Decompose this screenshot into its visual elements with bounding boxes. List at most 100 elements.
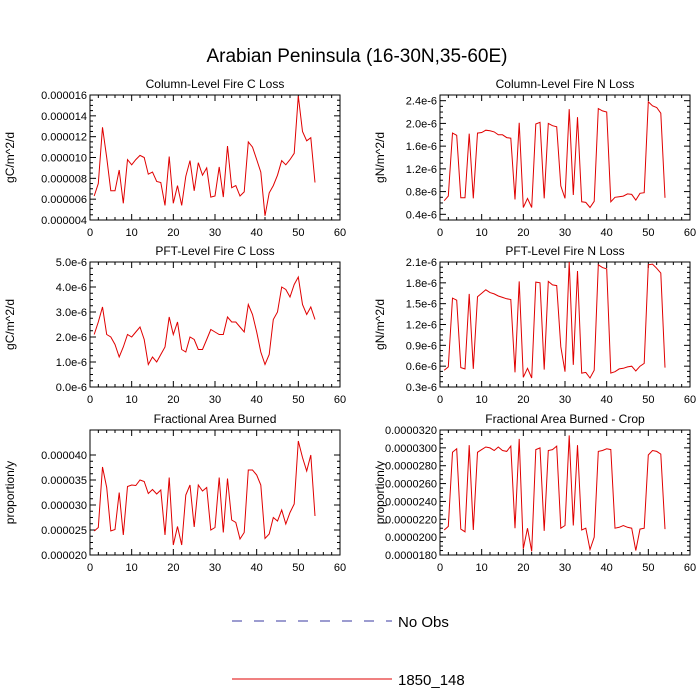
y-tick-label: 2.0e-6 bbox=[56, 332, 87, 344]
y-tick-label: 0.3e-6 bbox=[406, 382, 437, 394]
y-tick-label: 0.0e-6 bbox=[56, 382, 87, 394]
x-tick-label: 40 bbox=[251, 394, 263, 406]
panel-6: Fractional Area Burned - Crop proportion/… bbox=[373, 412, 696, 574]
y-tick-label: 0.0000200 bbox=[385, 532, 437, 544]
y-tick-label: 2.1e-6 bbox=[406, 257, 437, 269]
panel-frame bbox=[89, 261, 341, 388]
y-tick-label: 0.000025 bbox=[41, 525, 87, 537]
panel-2: Column-Level Fire N Loss gN/m^2/d 0 10 20 30 4… bbox=[373, 77, 696, 239]
x-tick-label: 0 bbox=[87, 227, 93, 239]
x-tick-label: 50 bbox=[292, 562, 304, 574]
y-axis-label: gN/m^2/d bbox=[373, 299, 387, 350]
panel-frame bbox=[89, 94, 341, 221]
x-tick-label: 20 bbox=[517, 227, 529, 239]
legend: No Obs 1850_148 bbox=[232, 614, 465, 689]
x-tick-label: 60 bbox=[684, 394, 696, 406]
x-tick-label: 0 bbox=[437, 562, 443, 574]
x-tick-label: 60 bbox=[334, 394, 346, 406]
y-tick-label: 0.000016 bbox=[41, 90, 87, 102]
y-tick-label: 0.0000320 bbox=[385, 425, 437, 437]
y-tick-label: 2.0e-6 bbox=[406, 118, 437, 130]
y-tick-label: 0.9e-6 bbox=[406, 340, 437, 352]
panel-frame bbox=[439, 94, 691, 221]
x-tick-label: 10 bbox=[126, 227, 138, 239]
y-tick-label: 0.4e-6 bbox=[406, 209, 437, 221]
x-tick-label: 40 bbox=[601, 227, 613, 239]
y-tick-label: 0.0000300 bbox=[385, 443, 437, 455]
x-tick-label: 40 bbox=[601, 562, 613, 574]
y-tick-label: 0.000006 bbox=[41, 194, 87, 206]
x-tick-label: 20 bbox=[167, 227, 179, 239]
x-tick-label: 40 bbox=[251, 227, 263, 239]
x-tick-label: 60 bbox=[684, 227, 696, 239]
y-axis-label: gC/m^2/d bbox=[3, 299, 17, 350]
x-tick-label: 20 bbox=[517, 562, 529, 574]
y-axis-label: gC/m^2/d bbox=[3, 132, 17, 183]
y-axis-label: proportion/y bbox=[3, 461, 17, 524]
panel-title: Fractional Area Burned bbox=[154, 412, 277, 426]
x-tick-label: 50 bbox=[642, 227, 654, 239]
panel-4: PFT-Level Fire N Loss gN/m^2/d 0 10 20 30 40 50… bbox=[373, 244, 696, 406]
y-tick-label: 0.000012 bbox=[41, 132, 87, 144]
x-tick-label: 0 bbox=[437, 227, 443, 239]
series-line bbox=[443, 261, 666, 379]
panel-frame bbox=[89, 429, 341, 556]
x-tick-label: 10 bbox=[126, 562, 138, 574]
x-tick-label: 10 bbox=[476, 394, 488, 406]
x-tick-label: 60 bbox=[334, 227, 346, 239]
x-tick-label: 0 bbox=[87, 394, 93, 406]
x-tick-label: 30 bbox=[559, 562, 571, 574]
x-tick-label: 30 bbox=[559, 394, 571, 406]
panel-title: PFT-Level Fire N Loss bbox=[505, 244, 624, 258]
figure-title: Arabian Peninsula (16-30N,35-60E) bbox=[206, 46, 507, 67]
x-tick-label: 40 bbox=[601, 394, 613, 406]
x-tick-label: 10 bbox=[476, 227, 488, 239]
y-axis-label: gN/m^2/d bbox=[373, 132, 387, 183]
y-tick-label: 0.0000260 bbox=[385, 479, 437, 491]
x-tick-label: 0 bbox=[437, 394, 443, 406]
y-tick-label: 0.6e-6 bbox=[406, 361, 437, 373]
y-tick-label: 3.0e-6 bbox=[56, 307, 87, 319]
x-tick-label: 60 bbox=[684, 562, 696, 574]
x-tick-label: 30 bbox=[209, 394, 221, 406]
y-tick-label: 0.000008 bbox=[41, 173, 87, 185]
y-tick-label: 2.4e-6 bbox=[406, 96, 437, 108]
y-tick-label: 0.000030 bbox=[41, 500, 87, 512]
x-tick-label: 20 bbox=[167, 394, 179, 406]
y-tick-label: 0.000040 bbox=[41, 450, 87, 462]
series-line bbox=[93, 275, 316, 366]
x-tick-label: 60 bbox=[334, 562, 346, 574]
y-tick-label: 0.0000280 bbox=[385, 461, 437, 473]
panel-3: PFT-Level Fire C Loss gC/m^2/d 0 10 20 30 40 50… bbox=[3, 244, 346, 406]
panel-title: Column-Level Fire C Loss bbox=[146, 77, 285, 91]
legend-label-no-obs: No Obs bbox=[398, 614, 449, 631]
x-tick-label: 30 bbox=[209, 562, 221, 574]
y-tick-label: 1.5e-6 bbox=[406, 299, 437, 311]
y-tick-label: 0.000035 bbox=[41, 475, 87, 487]
y-tick-label: 0.0000180 bbox=[385, 550, 437, 562]
x-tick-label: 10 bbox=[126, 394, 138, 406]
y-tick-label: 1.8e-6 bbox=[406, 278, 437, 290]
legend-label-1850-148: 1850_148 bbox=[398, 672, 465, 689]
y-tick-label: 1.6e-6 bbox=[406, 141, 437, 153]
y-tick-label: 0.000010 bbox=[41, 153, 87, 165]
y-tick-label: 1.0e-6 bbox=[56, 357, 87, 369]
y-axis-label: proportion/y bbox=[373, 461, 387, 524]
series-line bbox=[93, 95, 316, 216]
x-tick-label: 30 bbox=[209, 227, 221, 239]
series-line bbox=[443, 100, 666, 209]
y-tick-label: 5.0e-6 bbox=[56, 257, 87, 269]
x-tick-label: 30 bbox=[559, 227, 571, 239]
y-tick-label: 1.2e-6 bbox=[406, 164, 437, 176]
y-tick-label: 0.8e-6 bbox=[406, 187, 437, 199]
y-tick-label: 0.000014 bbox=[41, 111, 87, 123]
y-tick-label: 0.000004 bbox=[41, 215, 87, 227]
x-tick-label: 40 bbox=[251, 562, 263, 574]
y-tick-label: 0.0000220 bbox=[385, 514, 437, 526]
series-line bbox=[93, 440, 316, 546]
x-tick-label: 50 bbox=[642, 562, 654, 574]
panel-title: Column-Level Fire N Loss bbox=[496, 77, 635, 91]
panel-5: Fractional Area Burned proportion/y 0 10 20 3… bbox=[3, 412, 346, 574]
y-tick-label: 1.2e-6 bbox=[406, 320, 437, 332]
